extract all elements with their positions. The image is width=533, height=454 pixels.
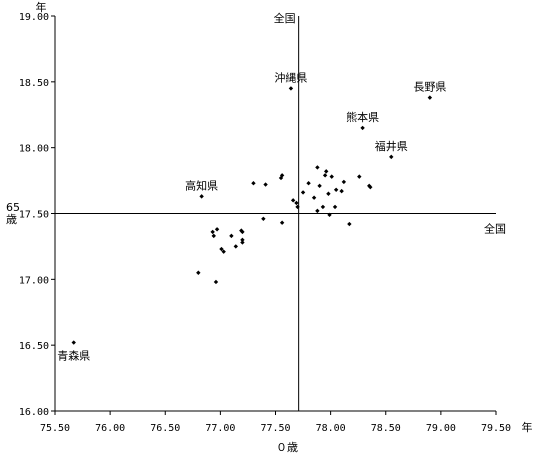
prefecture-label: 長野県 bbox=[413, 81, 446, 94]
data-point bbox=[288, 86, 294, 91]
x-tick-label: 75.50 bbox=[40, 423, 70, 434]
data-point bbox=[295, 204, 300, 210]
data-point bbox=[279, 173, 285, 178]
y-tick-label: 18.50 bbox=[19, 78, 49, 89]
prefecture-label: 青森県 bbox=[57, 349, 90, 363]
data-point bbox=[229, 233, 234, 239]
x-tick-label: 76.50 bbox=[150, 423, 180, 434]
data-point bbox=[240, 237, 245, 243]
data-point bbox=[233, 244, 239, 249]
data-point bbox=[315, 165, 320, 170]
data-point bbox=[368, 184, 373, 190]
data-point bbox=[199, 194, 204, 199]
y-axis-title-line: 歳 bbox=[6, 213, 17, 226]
data-point bbox=[290, 198, 296, 203]
data-point bbox=[320, 204, 326, 210]
y-axis-ticks: 16.00 16.50 17.00 17.50 18.00 18.50 19.00 bbox=[19, 12, 55, 418]
data-point bbox=[221, 249, 226, 254]
x-tick-label: 78.00 bbox=[316, 423, 346, 434]
data-point bbox=[315, 208, 320, 214]
data-point bbox=[332, 204, 338, 210]
x-tick-label: 79.50 bbox=[481, 423, 511, 434]
y-tick-label: 16.50 bbox=[19, 341, 49, 352]
y-axis-title: 65 歳 bbox=[6, 201, 20, 226]
data-point bbox=[71, 340, 76, 345]
data-point bbox=[347, 221, 352, 227]
data-point bbox=[211, 233, 216, 239]
data-point bbox=[210, 229, 215, 235]
data-point bbox=[261, 216, 266, 221]
prefecture-label: 熊本県 bbox=[346, 110, 379, 124]
x-tick-label: 76.00 bbox=[95, 423, 125, 434]
y-axis-title-line: 65 bbox=[6, 201, 20, 214]
data-point bbox=[322, 173, 328, 178]
national-vertical-label: 全国 bbox=[274, 11, 296, 25]
x-tick-label: 78.50 bbox=[371, 423, 401, 434]
data-points bbox=[71, 86, 433, 345]
data-point bbox=[333, 187, 339, 192]
data-point bbox=[324, 169, 329, 174]
data-point bbox=[279, 220, 285, 225]
data-point bbox=[294, 200, 299, 206]
x-unit-label: 年 bbox=[522, 420, 533, 434]
data-point bbox=[339, 188, 344, 194]
x-axis-ticks: 75.50 76.00 76.50 77.00 77.50 78.00 78.50 79.00… bbox=[40, 411, 511, 434]
data-point bbox=[317, 183, 322, 189]
prefecture-label: 福井県 bbox=[375, 139, 408, 153]
x-axis-title: ０歳 bbox=[276, 441, 298, 454]
data-point bbox=[327, 212, 332, 218]
y-unit-label: 年 bbox=[36, 0, 47, 14]
data-point bbox=[360, 125, 365, 131]
data-point bbox=[341, 179, 347, 185]
y-tick-label: 17.50 bbox=[19, 210, 49, 221]
y-tick-label: 19.00 bbox=[19, 12, 49, 23]
prefecture-label: 沖縄県 bbox=[274, 70, 307, 84]
data-point bbox=[306, 181, 311, 186]
data-point bbox=[251, 181, 256, 186]
data-point bbox=[219, 246, 224, 252]
data-point bbox=[214, 227, 220, 232]
prefecture-label: 高知県 bbox=[185, 178, 218, 192]
data-point bbox=[213, 279, 219, 285]
data-point bbox=[389, 154, 394, 160]
data-point bbox=[427, 95, 433, 100]
data-point bbox=[239, 228, 244, 233]
data-point bbox=[357, 174, 362, 179]
x-tick-label: 77.00 bbox=[205, 423, 235, 434]
y-tick-label: 16.00 bbox=[19, 407, 49, 418]
data-point bbox=[240, 229, 245, 235]
data-point bbox=[240, 240, 245, 245]
data-point bbox=[196, 270, 201, 275]
y-tick-label: 17.00 bbox=[19, 275, 49, 286]
data-point bbox=[329, 174, 334, 179]
data-point bbox=[263, 182, 268, 187]
data-point bbox=[311, 195, 317, 200]
x-tick-label: 79.00 bbox=[426, 423, 456, 434]
x-tick-label: 77.50 bbox=[260, 423, 290, 434]
national-horizontal-label: 全国 bbox=[484, 222, 506, 236]
data-point bbox=[300, 190, 306, 195]
y-tick-label: 18.00 bbox=[19, 144, 49, 155]
data-point bbox=[326, 191, 331, 196]
